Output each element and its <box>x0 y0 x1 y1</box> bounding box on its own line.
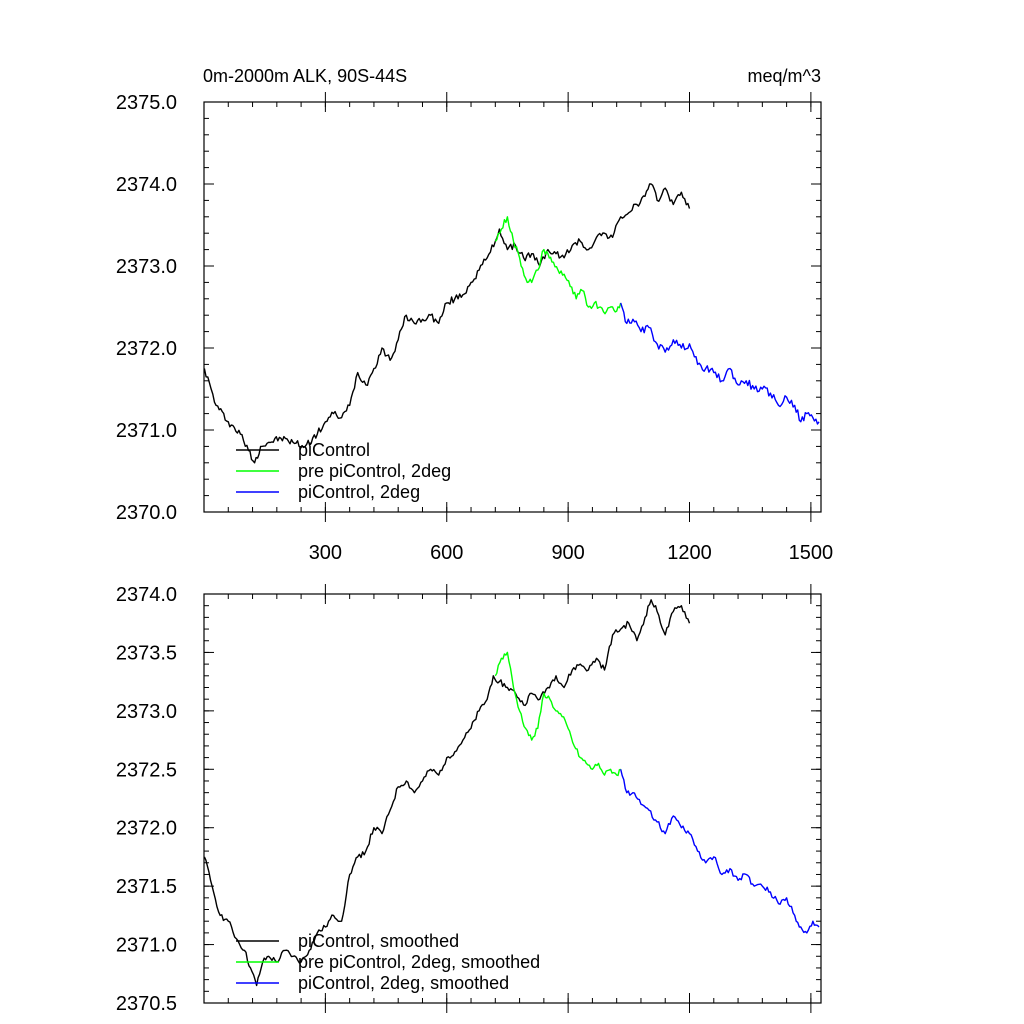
y-tick-label: 2371.0 <box>116 420 177 442</box>
series-line-pre-picontrol-2deg-smoothed <box>494 651 621 777</box>
y-tick-label: 2370.5 <box>116 993 177 1015</box>
legend-label: piControl, 2deg <box>298 482 420 502</box>
series-line-picontrol-2deg <box>620 302 820 425</box>
series-line-picontrol <box>203 183 691 464</box>
top-panel: 2370.0 2371.0 2372.0 2373.0 2374.0 2375.0 300 6… <box>116 92 833 564</box>
y-tick-label: 2374.0 <box>116 174 177 196</box>
legend-label: piControl, smoothed <box>298 931 459 951</box>
plot-frame <box>203 593 822 1004</box>
y-tick-label: 2373.5 <box>116 642 177 664</box>
y-tick-label: 2374.0 <box>116 584 177 606</box>
legend-label: pre piControl, 2deg, smoothed <box>298 952 540 972</box>
y-tick-label: 2375.0 <box>116 92 177 114</box>
bottom-panel: 2370.5 2371.0 2371.5 2372.0 2372.5 2373.0 2373… <box>116 584 822 1015</box>
plot-frame <box>203 101 822 513</box>
chart-title: 0m-2000m ALK, 90S-44S <box>203 66 407 86</box>
y-tick-label: 2372.5 <box>116 759 177 781</box>
legend-label: piControl <box>298 440 370 460</box>
units-label: meq/m^3 <box>748 66 821 86</box>
y-tick-label: 2371.5 <box>116 876 177 898</box>
x-tick-label: 900 <box>551 542 584 564</box>
legend-label: pre piControl, 2deg <box>298 461 451 481</box>
y-tick-label: 2371.0 <box>116 935 177 957</box>
legend-label: piControl, 2deg, smoothed <box>298 973 509 993</box>
x-tick-label: 600 <box>430 542 463 564</box>
y-tick-label: 2373.0 <box>116 701 177 723</box>
y-tick-label: 2370.0 <box>116 502 177 524</box>
series-line-pre-picontrol-2deg <box>494 216 622 315</box>
x-tick-label: 1200 <box>667 542 712 564</box>
series-line-picontrol-smoothed <box>203 599 691 987</box>
y-tick-label: 2372.0 <box>116 818 177 840</box>
x-tick-label: 1500 <box>789 542 834 564</box>
y-tick-label: 2373.0 <box>116 256 177 278</box>
y-tick-label: 2372.0 <box>116 338 177 360</box>
x-tick-label: 300 <box>309 542 342 564</box>
series-line-picontrol-2deg-smoothed <box>620 769 820 934</box>
